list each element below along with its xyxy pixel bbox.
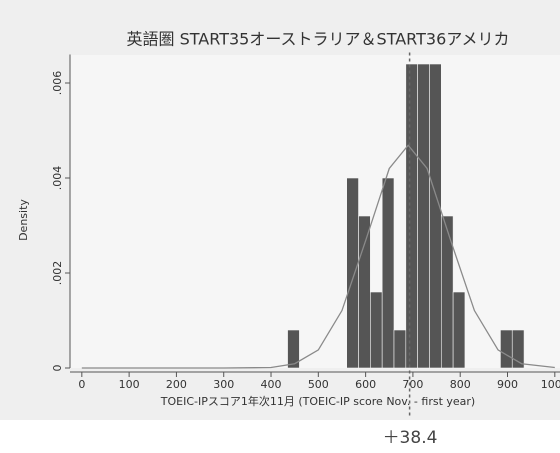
- x-tick-label: 700: [402, 378, 423, 391]
- bar: [511, 329, 525, 369]
- bar: [417, 63, 430, 369]
- bar: [452, 291, 466, 369]
- x-tick-label: 600: [355, 378, 376, 391]
- x-tick-label: 1000: [541, 378, 560, 391]
- plot-area: [70, 55, 560, 368]
- x-tick-label: 400: [261, 378, 282, 391]
- x-tick-label: 900: [497, 378, 518, 391]
- bar: [405, 63, 418, 369]
- y-tick-label: .002: [51, 261, 64, 286]
- bar: [393, 329, 407, 369]
- bar: [500, 329, 513, 369]
- x-tick-label: 800: [450, 378, 471, 391]
- bar: [370, 291, 383, 369]
- bar: [287, 329, 300, 369]
- density-curve: [81, 144, 555, 369]
- bar: [381, 177, 395, 369]
- annotation: ＋38.4: [383, 428, 438, 448]
- y-tick-label: .006: [51, 71, 64, 96]
- x-tick-label: 200: [166, 378, 187, 391]
- x-axis-label: TOEIC-IPスコア1年次11月 (TOEIC-IP score Nov. -…: [160, 394, 475, 408]
- bar: [429, 63, 442, 369]
- bar: [358, 215, 371, 369]
- y-tick-label: .004: [51, 166, 64, 191]
- x-tick-label: 300: [213, 378, 234, 391]
- x-tick-label: 100: [119, 378, 140, 391]
- x-tick-label: 500: [308, 378, 329, 391]
- chart-title: 英語圏 START35オーストラリア＆START36アメリカ: [127, 30, 510, 49]
- y-axis-label: Density: [17, 199, 30, 241]
- bar: [440, 215, 454, 369]
- y-tick-label: 0: [51, 365, 64, 372]
- x-tick-label: 0: [78, 378, 85, 391]
- bar: [346, 177, 359, 369]
